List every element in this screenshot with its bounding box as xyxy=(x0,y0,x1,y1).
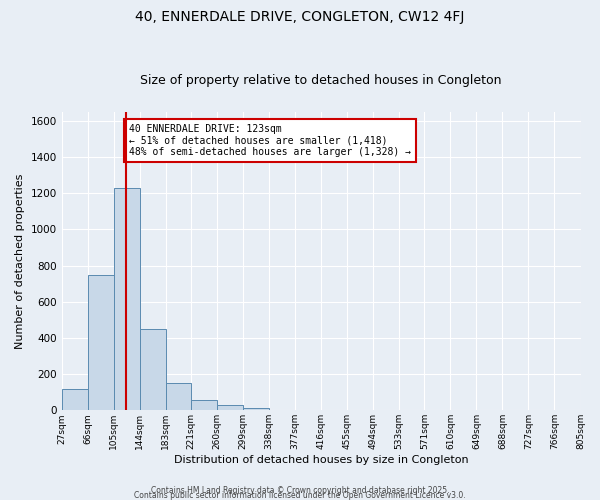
Bar xyxy=(166,383,191,410)
Bar xyxy=(62,388,88,410)
Bar xyxy=(217,405,243,410)
Bar xyxy=(113,188,140,410)
Bar xyxy=(243,408,269,410)
Text: 40, ENNERDALE DRIVE, CONGLETON, CW12 4FJ: 40, ENNERDALE DRIVE, CONGLETON, CW12 4FJ xyxy=(136,10,464,24)
Text: Contains HM Land Registry data © Crown copyright and database right 2025.: Contains HM Land Registry data © Crown c… xyxy=(151,486,449,495)
Title: Size of property relative to detached houses in Congleton: Size of property relative to detached ho… xyxy=(140,74,502,87)
X-axis label: Distribution of detached houses by size in Congleton: Distribution of detached houses by size … xyxy=(174,455,469,465)
Bar xyxy=(88,274,113,410)
Bar xyxy=(191,400,217,410)
Text: Contains public sector information licensed under the Open Government Licence v3: Contains public sector information licen… xyxy=(134,491,466,500)
Text: 40 ENNERDALE DRIVE: 123sqm
← 51% of detached houses are smaller (1,418)
48% of s: 40 ENNERDALE DRIVE: 123sqm ← 51% of deta… xyxy=(129,124,411,157)
Y-axis label: Number of detached properties: Number of detached properties xyxy=(15,174,25,348)
Bar xyxy=(140,329,166,410)
